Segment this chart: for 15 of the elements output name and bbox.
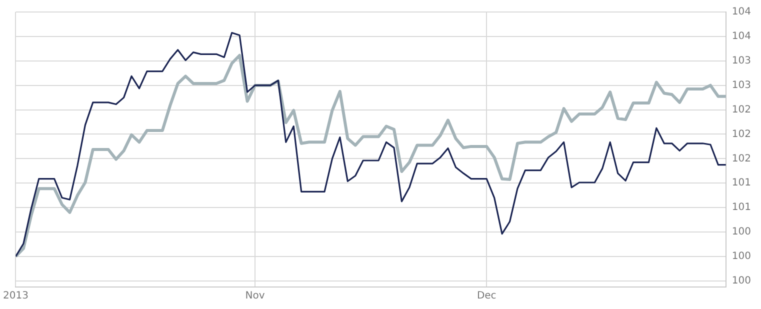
y-tick-label: 101 [732, 202, 752, 214]
y-tick-label: 102 [732, 104, 752, 116]
y-tick-label: 101 [732, 178, 752, 189]
y-tick-label: 104 [732, 6, 752, 18]
x-tick-label: Nov [245, 290, 265, 302]
y-tick-label: 100 [732, 251, 752, 262]
y-tick-label: 103 [732, 55, 752, 66]
y-tick-label: 100 [732, 226, 752, 238]
x-tick-label: 2013 [3, 290, 28, 302]
y-tick-label: 102 [732, 128, 752, 140]
y-tick-label: 100 [732, 275, 752, 286]
y-tick-label: 103 [732, 80, 752, 91]
y-tick-label: 104 [732, 31, 752, 42]
y-tick-label: 102 [732, 153, 752, 164]
x-tick-label: Dec [476, 290, 496, 302]
